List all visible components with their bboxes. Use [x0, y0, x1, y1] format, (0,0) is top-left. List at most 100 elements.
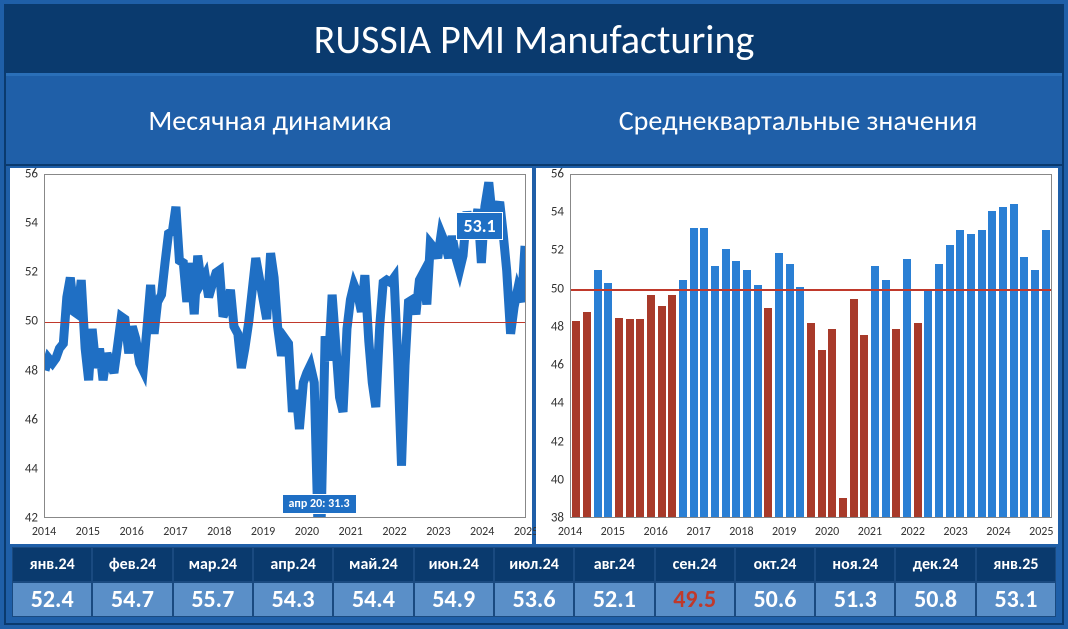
x-tick-label: 2024 [986, 526, 1010, 538]
quarter-bar [690, 228, 698, 517]
table-value-cell: 53.6 [494, 582, 574, 617]
x-tick-label: 2020 [295, 526, 319, 538]
quarter-bar [700, 228, 708, 517]
x-tick-label: 2015 [601, 526, 625, 538]
y-tick-label: 56 [551, 168, 564, 181]
x-tick-label: 2020 [815, 526, 839, 538]
quarter-bar [935, 264, 943, 517]
quarter-bar [775, 253, 783, 517]
x-tick-label: 2022 [382, 526, 406, 538]
quarter-bar [892, 329, 900, 517]
quarter-bar [828, 329, 836, 517]
table-header-cell: сен.24 [655, 547, 735, 582]
quarter-bar [754, 285, 762, 517]
quarter-bar [668, 295, 676, 517]
quarter-bar [647, 295, 655, 517]
y-tick-label: 44 [25, 462, 38, 475]
y-tick-label: 46 [25, 413, 38, 426]
y-tick-label: 40 [551, 473, 564, 486]
table-header-cell: дек.24 [895, 547, 975, 582]
x-tick-label: 2014 [558, 526, 582, 538]
table-value-cell: 54.7 [92, 582, 172, 617]
quarter-bar [807, 323, 815, 517]
quarter-bar [604, 283, 612, 517]
quarter-bar [1031, 270, 1039, 517]
table-value-cell: 54.9 [414, 582, 494, 617]
x-tick-label: 2019 [251, 526, 275, 538]
table-value-cell: 52.1 [574, 582, 654, 617]
quarter-bar [764, 308, 772, 517]
x-tick-label: 2018 [729, 526, 753, 538]
annotation-min-value: апр 20: 31.3 [282, 494, 357, 514]
table-header-cell: июл.24 [494, 547, 574, 582]
quarter-bar [850, 299, 858, 518]
table-header-cell: июн.24 [414, 547, 494, 582]
main-title: RUSSIA PMI Manufacturing [6, 6, 1062, 76]
table-header-cell: авг.24 [574, 547, 654, 582]
table-value-cell: 53.1 [976, 582, 1056, 617]
x-tick-label: 2017 [686, 526, 710, 538]
quarter-bar [732, 261, 740, 518]
y-tick-label: 48 [551, 320, 564, 333]
quarter-bar [967, 234, 975, 517]
x-tick-label: 2015 [76, 526, 100, 538]
x-tick-label: 2018 [207, 526, 231, 538]
left-subtitle: Месячная динамика [6, 76, 534, 164]
x-tick-label: 2022 [901, 526, 925, 538]
table-header-cell: мар.24 [173, 547, 253, 582]
quarter-bar [711, 266, 719, 517]
table-header-cell: окт.24 [735, 547, 815, 582]
quarter-bar [1020, 257, 1028, 517]
quarter-bar [743, 270, 751, 517]
quarter-bar [583, 312, 591, 517]
quarter-bar [839, 498, 847, 517]
table-header-cell: апр.24 [253, 547, 333, 582]
quarter-bar [956, 230, 964, 517]
table-value-cell: 54.3 [253, 582, 333, 617]
quarter-bar [882, 280, 890, 518]
x-tick-label: 2021 [339, 526, 363, 538]
quarter-bar [860, 335, 868, 517]
quarter-bar [978, 230, 986, 517]
data-table: янв.24фев.24мар.24апр.24май.24июн.24июл.… [12, 547, 1056, 617]
quarter-bar [903, 259, 911, 517]
x-tick-label: 2016 [119, 526, 143, 538]
y-tick-label: 50 [551, 282, 564, 295]
y-tick-label: 52 [551, 244, 564, 257]
quarter-bar [636, 319, 644, 517]
x-tick-label: 2024 [470, 526, 494, 538]
quarter-bar [615, 318, 623, 518]
y-tick-label: 42 [551, 435, 564, 448]
quarter-bar [946, 245, 954, 517]
y-tick-label: 54 [551, 206, 564, 219]
quarter-bar [999, 207, 1007, 517]
table-value-cell: 52.4 [12, 582, 92, 617]
quarter-bar [594, 270, 602, 517]
y-tick-label: 54 [25, 217, 38, 230]
annotation-last-value: 53.1 [456, 212, 502, 240]
x-tick-label: 2023 [943, 526, 967, 538]
quarter-bar [1010, 204, 1018, 518]
x-tick-label: 2021 [858, 526, 882, 538]
pmi-line [45, 182, 525, 517]
x-tick-label: 2019 [772, 526, 796, 538]
table-value-cell: 49.5 [655, 582, 735, 617]
table-header-cell: май.24 [333, 547, 413, 582]
threshold-line [45, 322, 525, 324]
x-tick-label: 2014 [32, 526, 56, 538]
table-header-cell: фев.24 [92, 547, 172, 582]
table-value-cell: 50.8 [895, 582, 975, 617]
y-tick-label: 50 [25, 315, 38, 328]
y-tick-label: 44 [551, 397, 564, 410]
x-tick-label: 2025 [1029, 526, 1053, 538]
table-header-cell: янв.24 [12, 547, 92, 582]
x-tick-label: 2025 [514, 526, 538, 538]
quarter-bar [924, 289, 932, 517]
table-header-cell: ноя.24 [815, 547, 895, 582]
quarter-bar [572, 321, 580, 517]
quarter-bar [988, 211, 996, 517]
table-value-cell: 50.6 [735, 582, 815, 617]
subtitle-row: Месячная динамика Среднеквартальные знач… [6, 76, 1062, 166]
x-tick-label: 2017 [163, 526, 187, 538]
quarter-bar [626, 319, 634, 517]
